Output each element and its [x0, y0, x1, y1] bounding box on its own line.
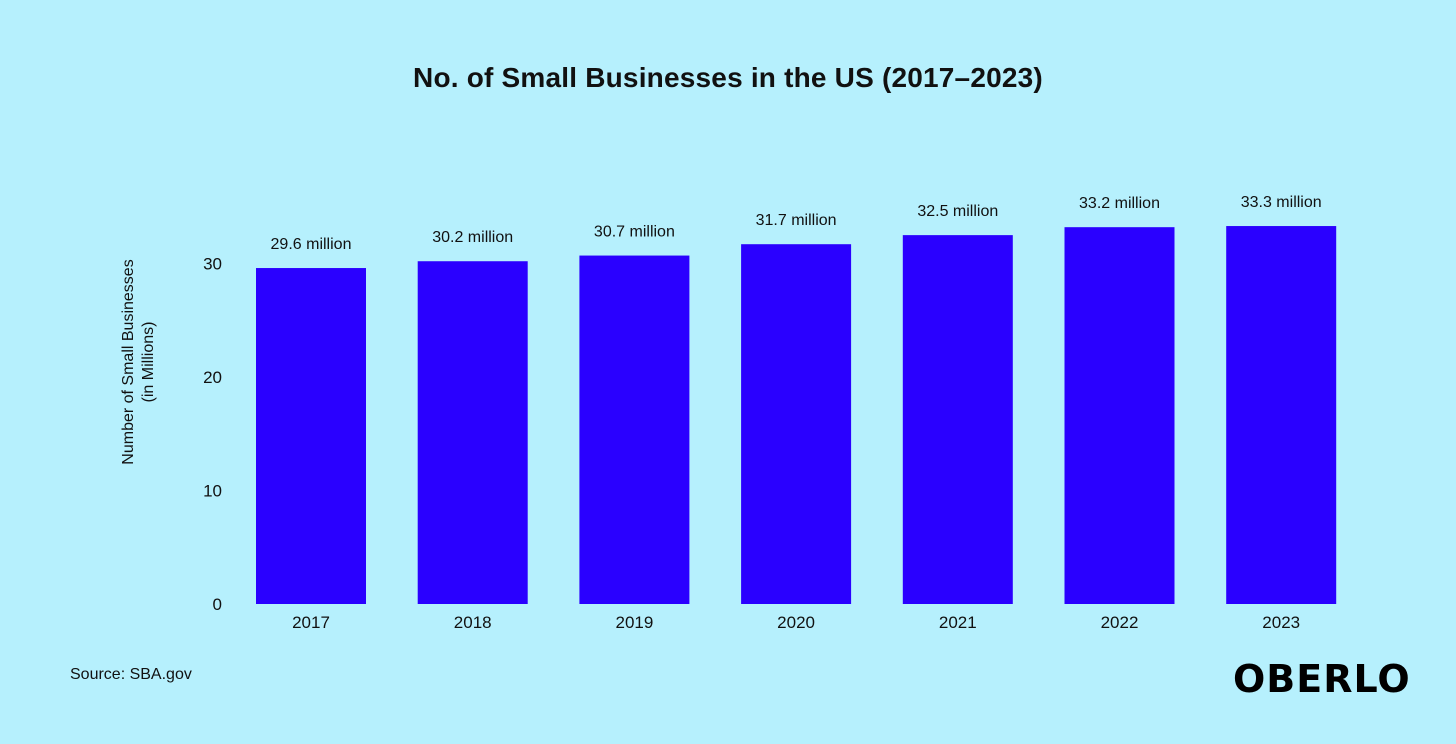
- chart-title: No. of Small Businesses in the US (2017–…: [413, 62, 1043, 93]
- data-label: 33.3 million: [1241, 194, 1322, 211]
- data-label: 30.7 million: [594, 224, 675, 241]
- bar-2019: [579, 255, 690, 604]
- data-label: 29.6 million: [271, 236, 352, 253]
- y-axis-title: Number of Small Businesses (in Millions): [120, 259, 157, 464]
- source-note: Source: SBA.gov: [70, 666, 192, 683]
- data-labels: 29.6 million 30.2 million 30.7 million 31.7…: [271, 194, 1322, 253]
- data-label: 32.5 million: [917, 203, 998, 220]
- bar-2020: [741, 244, 852, 604]
- x-tick-label: 2021: [939, 613, 977, 632]
- y-axis-ticks: 0 10 20 30: [203, 255, 222, 615]
- x-tick-label: 2019: [615, 613, 653, 632]
- data-label: 31.7 million: [756, 212, 837, 229]
- x-tick-label: 2017: [292, 613, 330, 632]
- y-tick-label: 10: [203, 482, 222, 501]
- bar-2018: [417, 261, 528, 604]
- bar-2023: [1226, 226, 1337, 605]
- x-axis-ticks: 2017 2018 2019 2020 2021 2022 2023: [292, 613, 1300, 632]
- y-tick-label: 30: [203, 255, 222, 274]
- data-label: 30.2 million: [432, 229, 513, 246]
- x-tick-label: 2022: [1101, 613, 1139, 632]
- x-tick-label: 2018: [454, 613, 492, 632]
- y-tick-label: 0: [213, 595, 222, 614]
- x-tick-label: 2023: [1262, 613, 1300, 632]
- x-tick-label: 2020: [777, 613, 815, 632]
- bar-2017: [256, 268, 366, 604]
- y-axis-label: Number of Small Businesses (in Millions): [120, 259, 157, 464]
- bar-2022: [1064, 227, 1175, 604]
- bars: [256, 226, 1337, 605]
- oberlo-logo: OBERLO: [1233, 657, 1411, 701]
- data-label: 33.2 million: [1079, 195, 1160, 212]
- y-tick-label: 20: [203, 368, 222, 387]
- bar-2021: [902, 235, 1013, 604]
